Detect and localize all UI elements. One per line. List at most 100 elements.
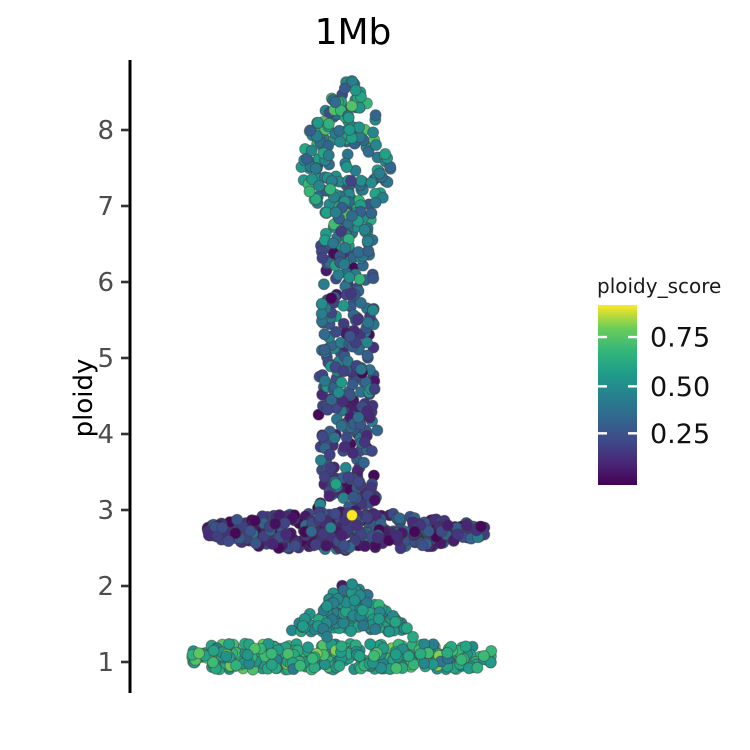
data-point xyxy=(318,374,331,387)
data-point xyxy=(335,419,348,432)
data-point xyxy=(375,662,387,674)
data-point xyxy=(324,183,337,196)
data-point xyxy=(329,206,342,219)
data-point xyxy=(471,661,484,674)
data-point xyxy=(302,641,314,654)
legend-tick-labels: 0.75 0.50 0.25 xyxy=(650,323,710,450)
data-point xyxy=(328,431,341,444)
data-point xyxy=(330,478,342,491)
data-point xyxy=(362,145,375,158)
data-point xyxy=(223,638,235,650)
data-point xyxy=(407,630,419,643)
data-point xyxy=(346,509,358,522)
data-point xyxy=(346,578,359,591)
y-tick-label: 1 xyxy=(97,648,114,678)
data-point xyxy=(297,620,309,633)
data-point xyxy=(358,223,371,236)
data-point xyxy=(266,538,279,550)
data-point xyxy=(367,272,380,285)
data-point xyxy=(408,525,421,538)
data-point xyxy=(352,411,365,424)
data-point xyxy=(362,245,375,257)
data-point xyxy=(416,539,429,552)
y-tick-label: 5 xyxy=(97,344,114,374)
data-point xyxy=(414,647,427,660)
data-point xyxy=(248,642,261,655)
data-point xyxy=(441,519,454,532)
data-point xyxy=(368,494,381,507)
data-point xyxy=(401,622,413,635)
data-point xyxy=(320,600,333,613)
data-point xyxy=(383,625,396,638)
data-point xyxy=(338,258,351,271)
data-point xyxy=(337,365,350,378)
data-point xyxy=(222,535,235,548)
data-point xyxy=(455,653,468,666)
data-point xyxy=(316,430,329,443)
data-point xyxy=(305,144,318,157)
data-point xyxy=(335,376,348,389)
data-point xyxy=(361,511,374,524)
data-point xyxy=(357,619,370,632)
data-point xyxy=(334,135,346,148)
data-point xyxy=(294,659,307,672)
data-point xyxy=(306,173,318,186)
data-point xyxy=(315,307,328,320)
data-point xyxy=(333,659,346,672)
legend: ploidy_score 0.75 0.50 0.25 xyxy=(597,274,721,485)
data-point xyxy=(269,517,282,530)
y-tick-label: 8 xyxy=(97,116,114,146)
data-point xyxy=(356,604,369,617)
data-point xyxy=(346,447,359,459)
data-point xyxy=(460,519,473,532)
data-point xyxy=(348,594,361,607)
data-point xyxy=(361,235,374,248)
data-point xyxy=(342,471,355,484)
data-point xyxy=(339,242,352,254)
data-point xyxy=(207,644,220,657)
data-point xyxy=(337,299,350,312)
data-point xyxy=(355,363,367,376)
data-point xyxy=(343,330,356,343)
data-points xyxy=(186,75,498,676)
data-point xyxy=(327,237,340,250)
data-point xyxy=(352,313,364,326)
data-point xyxy=(365,176,378,189)
data-point xyxy=(325,393,338,406)
data-point xyxy=(353,650,366,662)
data-point xyxy=(313,179,326,192)
legend-title: ploidy_score xyxy=(597,274,721,298)
data-point xyxy=(459,640,472,653)
data-point xyxy=(329,507,342,520)
data-point xyxy=(340,161,353,174)
data-point xyxy=(323,490,336,503)
data-point xyxy=(342,111,355,124)
data-point xyxy=(353,273,366,286)
data-point xyxy=(265,658,278,671)
data-point xyxy=(361,336,373,349)
data-point xyxy=(422,525,435,538)
y-tick-label: 3 xyxy=(97,496,114,526)
data-point xyxy=(393,512,406,525)
data-point xyxy=(303,185,316,198)
data-point xyxy=(321,403,334,416)
data-point xyxy=(230,659,243,672)
data-point xyxy=(216,521,229,534)
data-point xyxy=(369,109,382,122)
data-point xyxy=(324,462,337,474)
data-point xyxy=(305,525,318,538)
data-point xyxy=(309,193,322,206)
data-point xyxy=(475,520,487,533)
data-point xyxy=(330,325,342,338)
data-point xyxy=(358,436,371,449)
data-point xyxy=(390,529,403,542)
data-point xyxy=(323,448,336,461)
data-point xyxy=(441,646,454,659)
data-point xyxy=(289,539,302,552)
data-point xyxy=(368,649,381,662)
data-point xyxy=(338,82,351,95)
data-point xyxy=(249,537,262,550)
data-point xyxy=(306,652,319,665)
data-point xyxy=(373,612,385,625)
